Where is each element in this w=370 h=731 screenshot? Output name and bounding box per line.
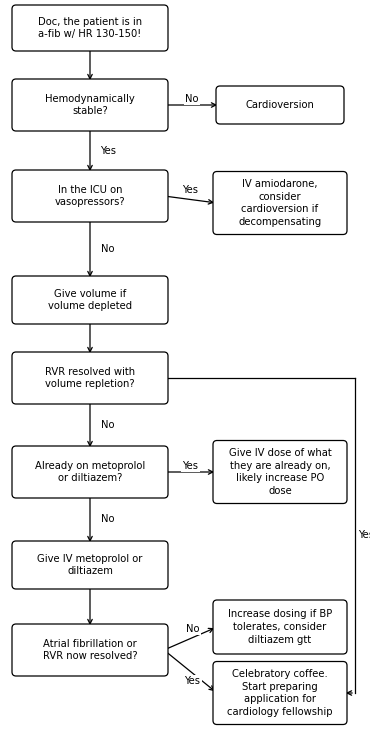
FancyBboxPatch shape	[12, 624, 168, 676]
Text: Give IV dose of what
they are already on,
likely increase PO
dose: Give IV dose of what they are already on…	[229, 448, 332, 496]
Text: No: No	[101, 515, 115, 525]
Text: Increase dosing if BP
tolerates, consider
diltiazem gtt: Increase dosing if BP tolerates, conside…	[228, 609, 332, 645]
FancyBboxPatch shape	[213, 441, 347, 504]
Text: Cardioversion: Cardioversion	[246, 100, 314, 110]
FancyBboxPatch shape	[12, 541, 168, 589]
Text: Hemodynamically
stable?: Hemodynamically stable?	[45, 94, 135, 116]
FancyBboxPatch shape	[12, 276, 168, 324]
Text: No: No	[186, 624, 199, 634]
FancyBboxPatch shape	[12, 446, 168, 498]
FancyBboxPatch shape	[213, 172, 347, 235]
Text: Celebratory coffee.
Start preparing
application for
cardiology fellowship: Celebratory coffee. Start preparing appl…	[227, 669, 333, 717]
Text: No: No	[101, 244, 115, 254]
FancyBboxPatch shape	[213, 662, 347, 724]
Text: No: No	[101, 420, 115, 430]
FancyBboxPatch shape	[12, 5, 168, 51]
Text: Yes: Yes	[358, 531, 370, 540]
FancyBboxPatch shape	[12, 170, 168, 222]
FancyBboxPatch shape	[216, 86, 344, 124]
Text: RVR resolved with
volume repletion?: RVR resolved with volume repletion?	[45, 367, 135, 390]
Text: Yes: Yes	[100, 145, 116, 156]
Text: Yes: Yes	[185, 676, 201, 686]
Text: Yes: Yes	[182, 461, 198, 471]
Text: Doc, the patient is in
a-fib w/ HR 130-150!: Doc, the patient is in a-fib w/ HR 130-1…	[38, 17, 142, 39]
Text: Atrial fibrillation or
RVR now resolved?: Atrial fibrillation or RVR now resolved?	[43, 639, 137, 662]
Text: Give IV metoprolol or
diltiazem: Give IV metoprolol or diltiazem	[37, 553, 143, 577]
FancyBboxPatch shape	[213, 600, 347, 654]
Text: Already on metoprolol
or diltiazem?: Already on metoprolol or diltiazem?	[35, 461, 145, 483]
FancyBboxPatch shape	[12, 79, 168, 131]
Text: Give volume if
volume depleted: Give volume if volume depleted	[48, 289, 132, 311]
FancyBboxPatch shape	[12, 352, 168, 404]
Text: No: No	[185, 94, 199, 104]
Text: Yes: Yes	[182, 185, 198, 195]
Text: IV amiodarone,
consider
cardioversion if
decompensating: IV amiodarone, consider cardioversion if…	[238, 179, 322, 227]
Text: In the ICU on
vasopressors?: In the ICU on vasopressors?	[55, 185, 125, 208]
